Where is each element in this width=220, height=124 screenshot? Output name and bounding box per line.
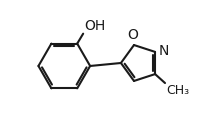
Text: N: N (159, 44, 169, 58)
Text: O: O (128, 28, 138, 42)
Text: OH: OH (84, 19, 105, 33)
Text: CH₃: CH₃ (167, 84, 190, 97)
